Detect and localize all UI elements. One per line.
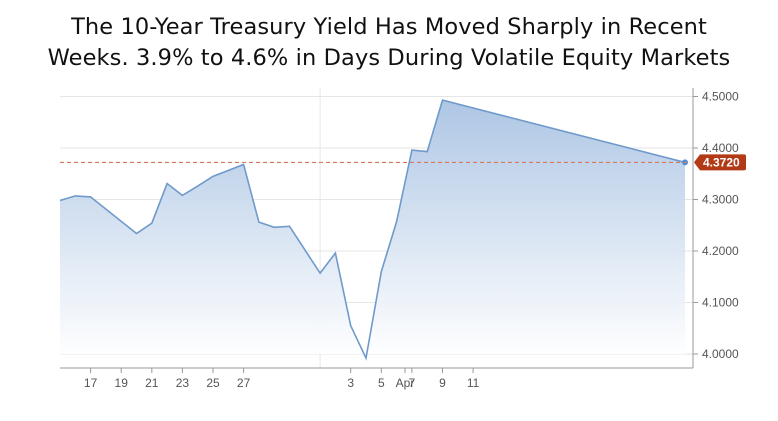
x-tick-label: Apr bbox=[396, 376, 415, 390]
chart-title-line-2: Weeks. 3.9% to 4.6% in Days During Volat… bbox=[47, 45, 731, 71]
yield-line bbox=[59, 99, 686, 361]
y-tick-label: 4.0000 bbox=[702, 347, 739, 361]
area-series bbox=[59, 99, 688, 361]
y-tick-label: 4.4000 bbox=[702, 141, 739, 155]
current-value-badge-group: 4.3720 bbox=[694, 154, 746, 171]
y-tick-label: 4.5000 bbox=[702, 90, 739, 104]
x-tick-label: 25 bbox=[206, 376, 220, 390]
y-tick-label: 4.2000 bbox=[702, 244, 739, 258]
chart-title-line-1: The 10-Year Treasury Yield Has Moved Sha… bbox=[71, 14, 707, 40]
x-tick-label: 17 bbox=[84, 376, 98, 390]
y-tick-label: 4.1000 bbox=[702, 296, 739, 310]
current-value-badge bbox=[694, 154, 746, 171]
current-value-label: 4.3720 bbox=[703, 155, 740, 169]
area-fill bbox=[60, 100, 685, 359]
x-tick-label: 27 bbox=[237, 376, 251, 390]
x-tick-label: 3 bbox=[347, 376, 354, 390]
x-tick-label: 23 bbox=[176, 376, 190, 390]
x-tick-label: 9 bbox=[439, 376, 446, 390]
x-tick-label: 7 bbox=[409, 376, 416, 390]
x-tick-label: 19 bbox=[115, 376, 129, 390]
axes: 4.0000 4.1000 4.2000 4.3000 4.4000 4.5000 17 19… bbox=[60, 88, 739, 390]
x-tick-label: 5 bbox=[378, 376, 385, 390]
chart-title: The 10-Year Treasury Yield Has Moved Sha… bbox=[0, 12, 778, 74]
x-tick-label: 21 bbox=[145, 376, 159, 390]
y-tick-label: 4.3000 bbox=[702, 193, 739, 207]
x-tick-label: 11 bbox=[467, 376, 480, 390]
